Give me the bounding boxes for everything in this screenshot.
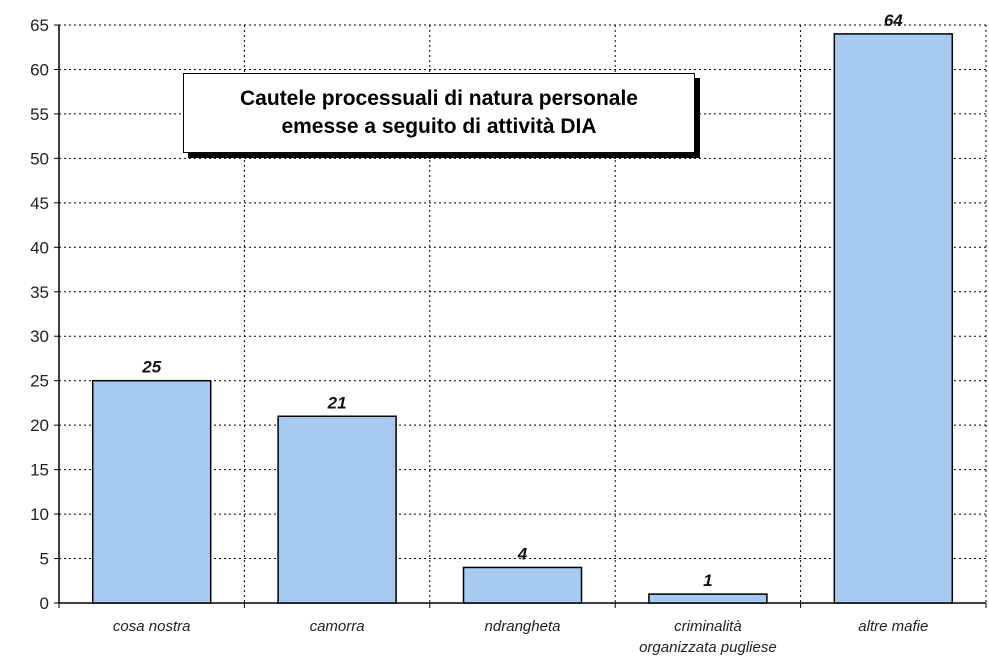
data-label: 1 (703, 571, 712, 590)
y-tick-label: 45 (30, 194, 49, 213)
y-tick-label: 25 (30, 372, 49, 391)
x-tick-label: criminalità (674, 618, 742, 635)
y-tick-label: 50 (30, 149, 49, 168)
data-label: 64 (884, 11, 903, 30)
data-label: 4 (517, 544, 528, 563)
x-tick-label: organizzata pugliese (639, 639, 777, 656)
bars (91, 33, 954, 604)
y-tick-label: 35 (30, 283, 49, 302)
data-label: 21 (327, 393, 347, 412)
labels: 0 5 10 15 20 25 30 35 40 45 50 55 60 65 25 cosa nostra 2… (30, 11, 928, 656)
x-tick-label: cosa nostra (113, 618, 191, 635)
y-tick-label: 60 (30, 60, 49, 79)
y-tick-label: 15 (30, 461, 49, 480)
bar (277, 415, 397, 604)
bar (833, 33, 954, 604)
bar (91, 379, 212, 604)
y-tick-label: 0 (40, 594, 49, 613)
y-tick-label: 20 (30, 416, 49, 435)
y-tick-label: 55 (30, 105, 49, 124)
y-tick-label: 5 (40, 550, 49, 569)
y-tick-label: 10 (30, 505, 49, 524)
y-tick-label: 30 (30, 327, 49, 346)
y-tick-label: 40 (30, 238, 49, 257)
bar (462, 566, 583, 604)
chart-title: Cautele processuali di natura personale … (183, 73, 695, 153)
chart-title-line-2: emesse a seguito di attività DIA (281, 115, 597, 138)
data-label: 25 (141, 358, 161, 377)
y-tick-label: 65 (30, 16, 49, 35)
x-tick-label: camorra (310, 618, 365, 635)
chart-title-line-1: Cautele processuali di natura personale (240, 87, 638, 110)
bar (648, 593, 768, 604)
x-tick-label: altre mafie (858, 618, 928, 635)
x-tick-label: ndrangheta (485, 618, 561, 635)
